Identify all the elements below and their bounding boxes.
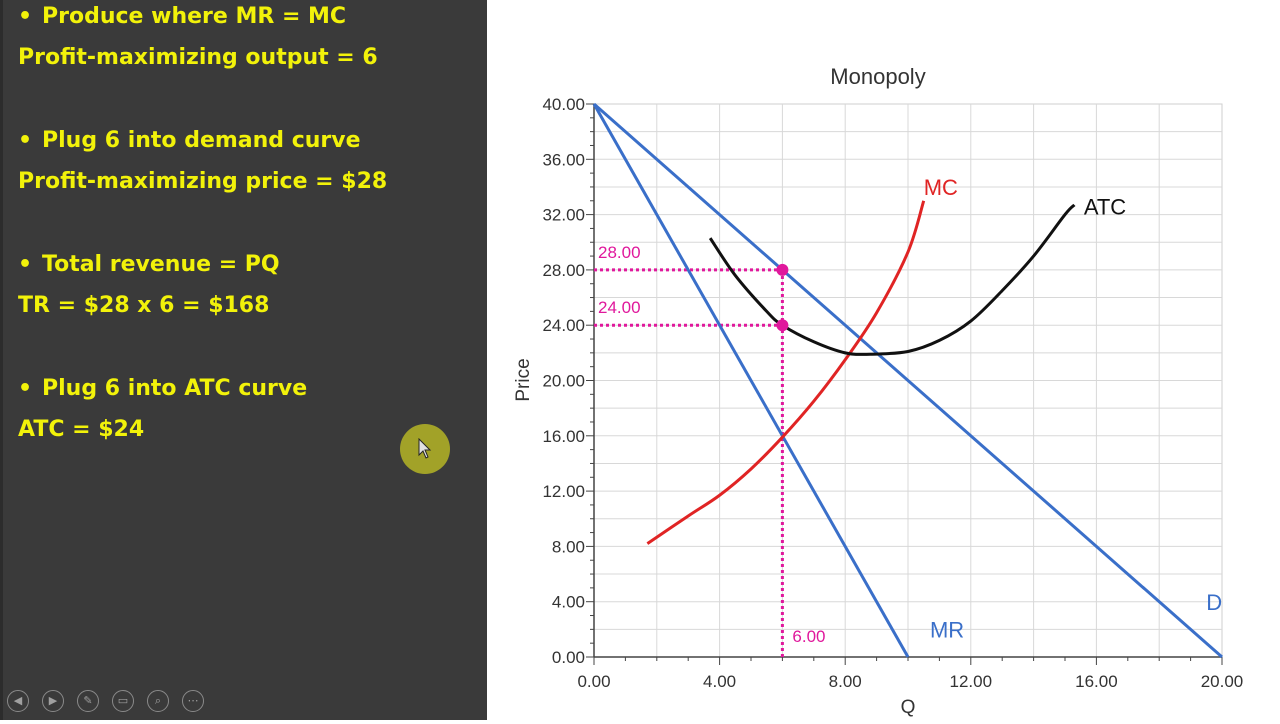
data-point — [776, 263, 789, 276]
curve-label-mr: MR — [930, 618, 964, 643]
x-axis-label: Q — [901, 697, 916, 718]
curve-label-atc: ATC — [1084, 195, 1126, 220]
bullet-symbol: • — [18, 252, 33, 277]
chart-area: 0.00 4.00 8.00 12.00 16.00 20.00 24.00 28.00 32.… — [487, 0, 1280, 720]
line-text: Plug 6 into demand curve — [42, 128, 361, 153]
y-tick-label: 24.00 — [542, 316, 585, 335]
reference-label: 6.00 — [792, 627, 825, 646]
y-tick-label: 4.00 — [552, 593, 585, 612]
x-tick-label: 20.00 — [1201, 672, 1244, 691]
bullet-symbol: • — [18, 376, 33, 401]
y-tick-label: 28.00 — [542, 261, 585, 280]
text-line: Profit-maximizing output = 6 — [18, 45, 378, 70]
bullet-symbol: • — [18, 4, 33, 29]
series-mr-line — [592, 103, 910, 658]
y-tick-label: 40.00 — [542, 95, 585, 114]
x-tick-label: 0.00 — [577, 672, 610, 691]
y-tick-label: 12.00 — [542, 482, 585, 501]
line-text: Total revenue = PQ — [42, 252, 280, 277]
more-icon[interactable]: ⋯ — [182, 690, 204, 712]
x-tick-label: 16.00 — [1075, 672, 1118, 691]
x-tick-label: 8.00 — [829, 672, 862, 691]
chart-title: Monopoly — [830, 64, 925, 89]
y-axis-label: Price — [513, 358, 534, 401]
y-tick-label: 16.00 — [542, 427, 585, 446]
monopoly-chart: 0.00 4.00 8.00 12.00 16.00 20.00 24.00 28.00 32.… — [513, 64, 1244, 718]
line-text: Produce where MR = MC — [42, 4, 347, 29]
y-tick-label: 36.00 — [542, 150, 585, 169]
bullet-symbol: • — [18, 128, 33, 153]
text-line: Profit-maximizing price = $28 — [18, 169, 388, 194]
series-d-line — [593, 102, 1223, 659]
next-icon[interactable]: ▶ — [42, 690, 64, 712]
reference-label: 28.00 — [598, 243, 641, 262]
pen-icon[interactable]: ✎ — [77, 690, 99, 712]
y-tick-label: 32.00 — [542, 206, 585, 225]
text-line: TR = $28 x 6 = $168 — [18, 293, 270, 318]
cursor-icon — [418, 438, 432, 459]
reference-label: 24.00 — [598, 298, 641, 317]
curve-label-d: D — [1206, 590, 1222, 615]
y-tick-label: 0.00 — [552, 648, 585, 667]
series-atc-curve — [708, 203, 1076, 356]
data-point — [776, 319, 789, 332]
y-tick-label: 20.00 — [542, 372, 585, 391]
previous-icon[interactable]: ◀ — [7, 690, 29, 712]
laser-pointer — [400, 424, 450, 474]
panel-edge — [0, 0, 3, 720]
text-line: ATC = $24 — [18, 417, 145, 442]
zoom-icon[interactable]: ⌕ — [147, 690, 169, 712]
x-tick-label: 4.00 — [703, 672, 736, 691]
slides-icon[interactable]: ▭ — [112, 690, 134, 712]
series-mc-curve — [646, 200, 926, 545]
x-tick-label: 12.00 — [950, 672, 993, 691]
curve-label-mc: MC — [924, 175, 958, 200]
slide-panel: • Produce where MR = MC Profit-maximizing … — [0, 0, 487, 720]
y-tick-label: 8.00 — [552, 537, 585, 556]
line-text: Plug 6 into ATC curve — [42, 376, 308, 401]
